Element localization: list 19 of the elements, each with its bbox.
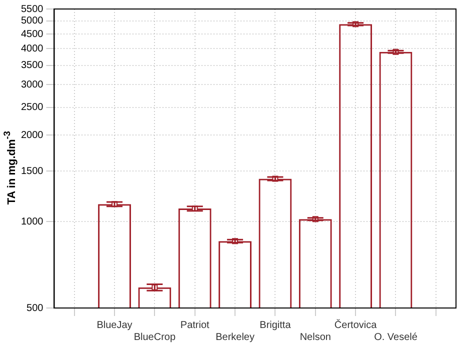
y-tick-label: 3000	[20, 79, 44, 90]
y-tick-label: 5500	[20, 4, 44, 15]
x-tick-label: O. Veselé	[374, 332, 418, 343]
x-tick-label: BlueJay	[96, 320, 132, 331]
y-tick-label: 4000	[20, 43, 44, 54]
x-tick-label: Brigitta	[260, 320, 292, 331]
x-tick-label: Čertovica	[334, 318, 378, 331]
y-tick-label: 3500	[20, 60, 44, 72]
y-tick-label: 2500	[20, 102, 44, 114]
y-tick-label: 500	[26, 302, 44, 314]
y-tick-label: 4500	[20, 28, 44, 40]
y-tick-label: 5000	[20, 16, 44, 27]
y-tick-label: 1000	[20, 216, 44, 228]
x-tick-label: Patriot	[180, 320, 210, 331]
y-tick-label: 1500	[20, 166, 44, 177]
x-tick-label: Berkeley	[216, 332, 254, 343]
x-tick-label: BlueCrop	[134, 332, 176, 343]
x-tick-label: Nelson	[300, 332, 331, 343]
y-tick-label: 2000	[20, 130, 44, 141]
